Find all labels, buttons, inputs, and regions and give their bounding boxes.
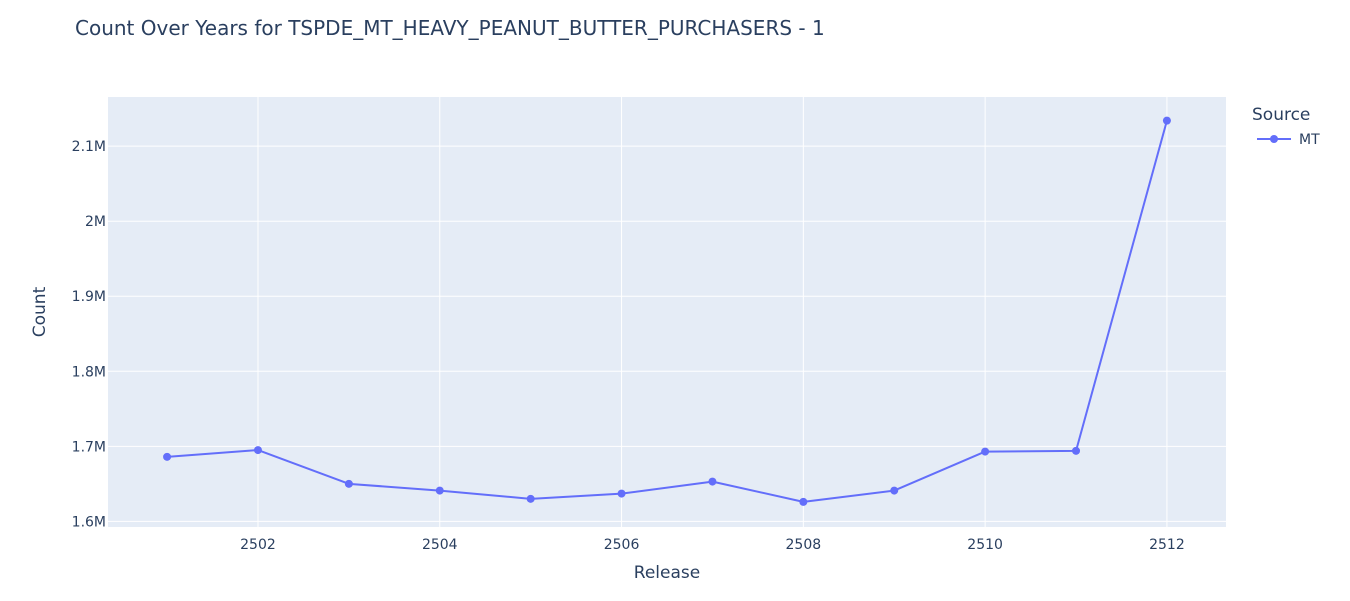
- chart-title: Count Over Years for TSPDE_MT_HEAVY_PEAN…: [75, 16, 825, 40]
- y-tick-label: 1.9M: [72, 289, 106, 305]
- series-layer: [163, 116, 1171, 506]
- data-point: [1072, 446, 1081, 455]
- x-tick-label: 2512: [1149, 537, 1185, 553]
- legend-item-label: MT: [1299, 132, 1320, 148]
- legend-title: Source: [1252, 105, 1310, 125]
- data-point: [981, 447, 990, 456]
- y-axis-title: Count: [30, 286, 50, 337]
- y-tick-label: 1.7M: [72, 439, 106, 455]
- plot-area: [108, 97, 1226, 527]
- legend: Source MT: [1252, 105, 1320, 148]
- y-tick-label: 1.6M: [72, 514, 106, 530]
- x-tick-label: 2508: [786, 537, 822, 553]
- data-point: [163, 452, 172, 461]
- y-tick-label: 2.1M: [72, 139, 106, 155]
- x-axis-title: Release: [634, 563, 700, 583]
- x-gridlines: [257, 97, 1168, 527]
- y-axis-ticks: 1.6M 1.7M 1.8M 1.9M 2M 2.1M: [72, 139, 106, 530]
- data-point: [435, 486, 444, 495]
- legend-items: MT: [1257, 132, 1320, 148]
- data-point: [1162, 116, 1171, 125]
- x-tick-label: 2510: [967, 537, 1003, 553]
- x-axis-ticks: 2502 2504 2506 2508 2510 2512: [240, 537, 1185, 553]
- data-point: [344, 479, 353, 488]
- y-gridlines: [108, 145, 1226, 522]
- data-point: [890, 486, 899, 495]
- series-line-mt: [167, 120, 1168, 503]
- legend-marker: [1270, 135, 1278, 143]
- y-tick-label: 2M: [85, 214, 106, 230]
- x-tick-label: 2504: [422, 537, 458, 553]
- data-point: [708, 477, 717, 486]
- data-point: [617, 489, 626, 498]
- x-tick-label: 2506: [604, 537, 640, 553]
- x-tick-label: 2502: [240, 537, 276, 553]
- data-point: [253, 446, 262, 455]
- data-point: [526, 494, 535, 503]
- data-point: [799, 497, 808, 506]
- y-tick-label: 1.8M: [72, 364, 106, 380]
